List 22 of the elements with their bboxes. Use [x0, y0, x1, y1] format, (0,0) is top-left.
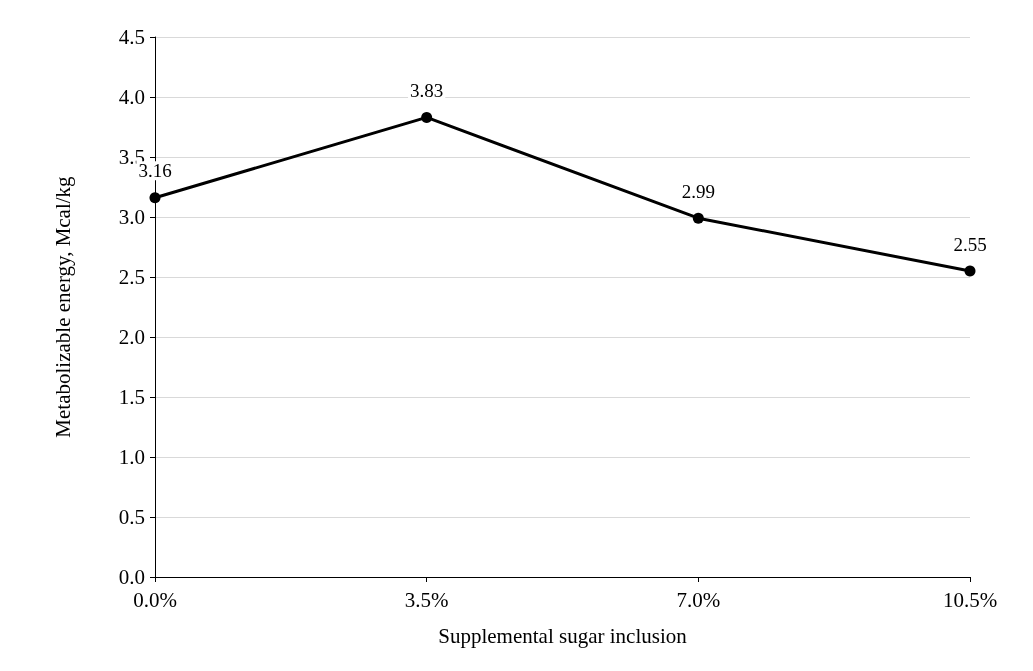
y-tick-label: 2.0 [118, 325, 145, 349]
x-tick-label: 3.5% [404, 587, 449, 612]
y-tick-label: 4.0 [118, 85, 145, 109]
y-tick-label: 2.5 [118, 265, 145, 289]
point [964, 265, 976, 277]
y-tick-label: 0.0 [118, 565, 145, 589]
data-label: 2.55 [953, 233, 987, 255]
y-tick-label: 1.0 [118, 445, 145, 469]
y-axis-title: Metabolizable energy, Mcal/kg [50, 175, 75, 438]
y-tick-label: 1.5 [118, 385, 145, 409]
data-label: 2.99 [681, 180, 715, 202]
y-tick-label: 3.0 [118, 205, 145, 229]
x-tick-label: 7.0% [676, 587, 721, 612]
x-tick-label: 10.5% [942, 587, 998, 612]
x-axis-title: Supplemental sugar inclusion [438, 623, 688, 648]
point [149, 192, 161, 204]
point [421, 111, 433, 123]
y-tick-label: 0.5 [118, 505, 145, 529]
point [692, 212, 704, 224]
data-label: 3.83 [410, 79, 444, 101]
y-tick-label: 4.5 [118, 25, 145, 49]
x-tick-label: 0.0% [133, 587, 177, 612]
